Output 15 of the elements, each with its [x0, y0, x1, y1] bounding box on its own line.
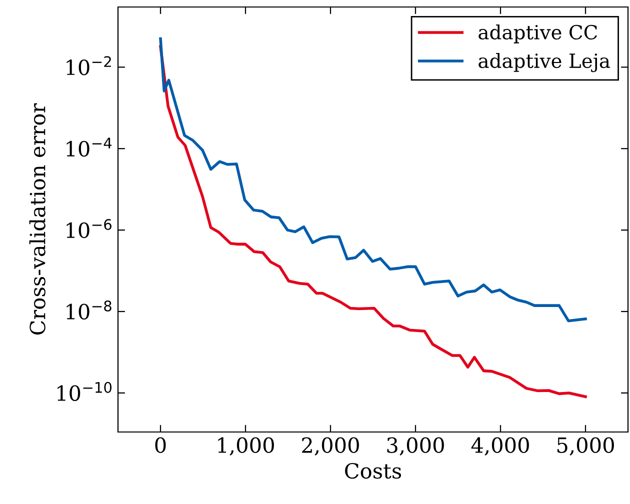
- y-tick-label: 10$^{−8}$: [66, 300, 112, 320]
- y-tick-label: 10$^{−4}$: [66, 138, 112, 157]
- x-axis-title: Costs: [345, 462, 402, 479]
- y-tick-label: 10$^{−2}$: [66, 56, 111, 76]
- x-tick-label: 1,000: [218, 437, 274, 456]
- x-tick-label: 0: [155, 437, 166, 453]
- legend-label: adaptive Leja: [478, 53, 610, 72]
- y-axis-title: Cross-validation error: [29, 103, 46, 335]
- legend-label: adaptive CC: [478, 24, 598, 44]
- x-tick-label: 4,000: [471, 437, 529, 456]
- x-tick-label: 3,000: [387, 437, 444, 456]
- y-tick-label: 10$^{−10}$: [58, 382, 112, 402]
- x-tick-label: 2,000: [302, 437, 359, 456]
- x-tick-label: 5,000: [557, 437, 614, 456]
- y-tick-label: 10$^{−6}$: [66, 219, 112, 238]
